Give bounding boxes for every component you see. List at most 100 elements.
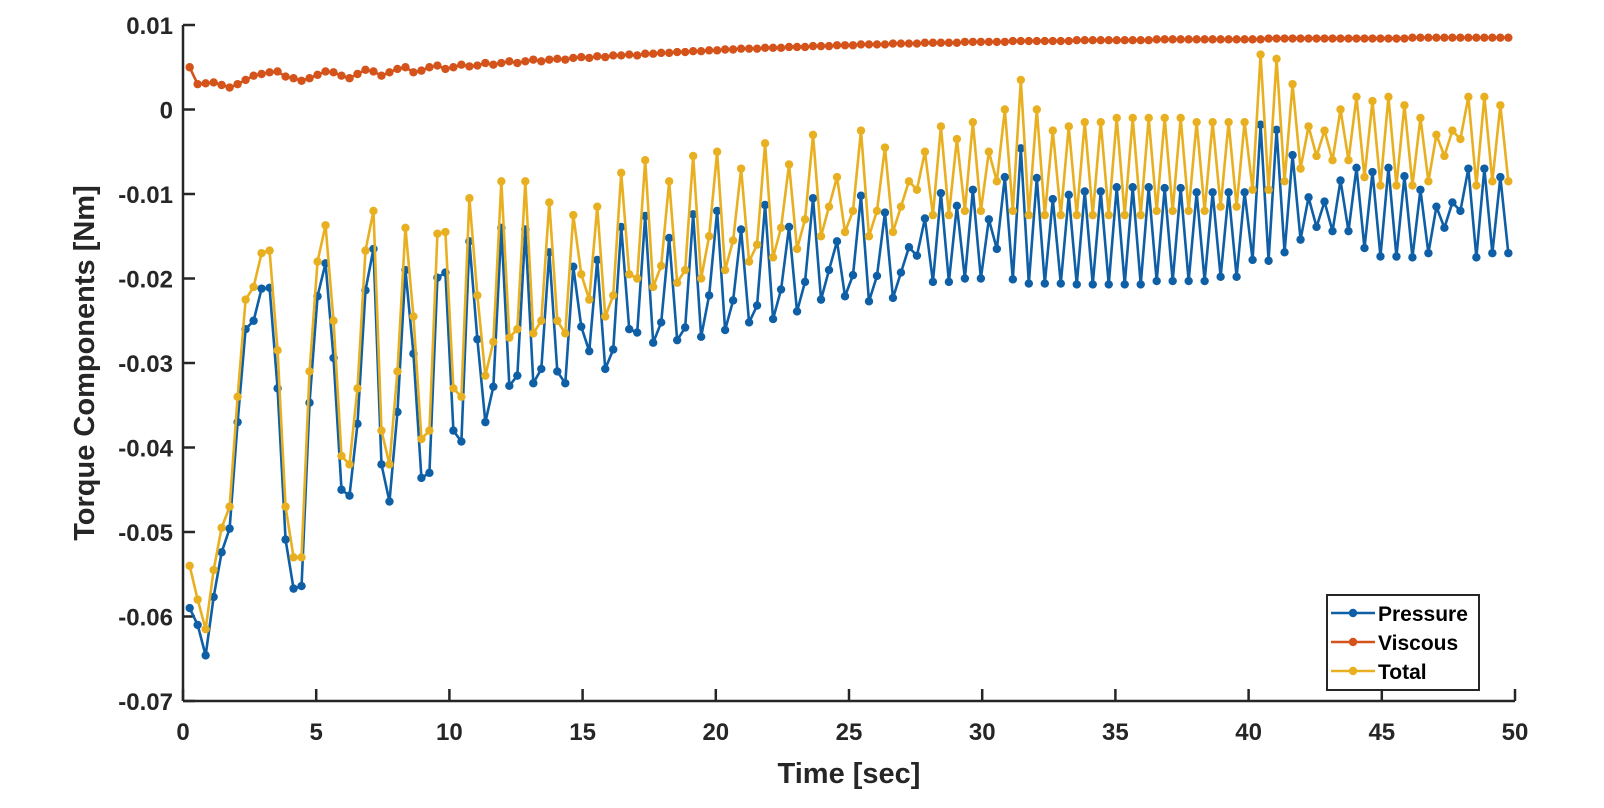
data-point — [505, 57, 514, 66]
data-point — [497, 177, 506, 186]
data-point — [1176, 35, 1185, 44]
data-point — [800, 277, 810, 287]
data-point — [1024, 210, 1034, 220]
data-point — [808, 41, 818, 51]
data-point — [664, 48, 674, 58]
data-point — [577, 270, 586, 279]
data-point — [1304, 122, 1313, 131]
data-point — [1368, 167, 1377, 177]
data-point — [752, 301, 762, 310]
data-point — [281, 72, 290, 81]
data-point — [1144, 113, 1153, 123]
data-point — [736, 164, 746, 173]
data-point — [1224, 35, 1233, 44]
data-point — [193, 620, 202, 630]
data-point — [585, 53, 594, 63]
data-point — [880, 208, 890, 217]
data-point — [1328, 156, 1337, 165]
data-point — [1192, 35, 1201, 44]
data-point — [688, 151, 698, 161]
data-point — [920, 38, 930, 47]
data-point — [824, 265, 834, 275]
data-point — [792, 42, 802, 52]
data-point — [497, 58, 506, 68]
data-point — [1104, 36, 1113, 45]
data-point — [1208, 117, 1217, 127]
data-point — [824, 41, 834, 51]
data-point — [960, 274, 970, 283]
data-point — [465, 62, 474, 71]
data-point — [473, 291, 482, 300]
data-point — [297, 76, 306, 85]
data-point — [1064, 122, 1073, 131]
data-point — [1240, 188, 1249, 197]
data-point — [1016, 75, 1026, 85]
data-point — [856, 40, 866, 49]
data-point — [1320, 126, 1329, 135]
x-axis-label: Time [sec] — [778, 758, 921, 790]
data-point — [537, 364, 546, 374]
data-point — [768, 253, 778, 262]
data-point — [1496, 33, 1505, 42]
data-point — [1064, 36, 1073, 46]
data-point — [968, 185, 978, 194]
data-point — [1448, 33, 1457, 42]
data-point — [1392, 181, 1401, 190]
data-point — [1032, 105, 1042, 114]
data-point — [1504, 248, 1513, 258]
data-point — [457, 392, 466, 401]
y-axis-label: Torque Components [Nm] — [69, 185, 101, 541]
data-point — [928, 210, 938, 220]
data-point — [537, 316, 546, 325]
data-point — [976, 206, 986, 216]
data-point — [1080, 36, 1089, 45]
data-point — [1160, 35, 1169, 44]
data-point — [1096, 187, 1105, 196]
data-point — [1208, 188, 1217, 197]
data-point — [1104, 210, 1113, 220]
data-point — [625, 270, 634, 279]
data-point — [1104, 280, 1113, 289]
data-point — [1504, 177, 1513, 186]
y-tick-label: -0.07 — [118, 689, 173, 716]
data-point — [313, 257, 322, 266]
data-point — [305, 74, 314, 83]
legend-marker — [1348, 637, 1358, 647]
data-point — [952, 201, 962, 211]
data-point — [1376, 181, 1385, 190]
data-point — [393, 64, 402, 74]
data-point — [688, 210, 698, 219]
data-point — [936, 38, 946, 47]
data-point — [768, 314, 778, 324]
data-point — [417, 473, 426, 483]
data-point — [1392, 34, 1401, 43]
series-line — [188, 123, 1510, 657]
data-point — [1480, 92, 1489, 102]
data-point — [792, 244, 802, 254]
data-point — [1464, 164, 1473, 173]
x-tick-label: 0 — [176, 719, 189, 746]
data-point — [1048, 126, 1057, 135]
data-point — [345, 491, 354, 500]
data-point — [680, 265, 690, 275]
data-point — [1256, 50, 1265, 59]
data-point — [513, 371, 522, 380]
legend-label: Viscous — [1378, 632, 1458, 655]
data-point — [944, 277, 954, 287]
data-point — [449, 384, 458, 393]
data-point — [505, 381, 514, 391]
data-point — [1248, 35, 1257, 44]
data-point — [1288, 79, 1297, 89]
data-point — [185, 603, 194, 613]
data-point — [193, 595, 202, 604]
data-point — [313, 70, 322, 80]
data-point — [1424, 33, 1433, 42]
data-point — [1024, 36, 1034, 46]
data-point — [249, 71, 258, 80]
data-point — [896, 268, 906, 277]
data-point — [337, 71, 346, 80]
data-point — [968, 37, 978, 47]
data-point — [233, 392, 242, 401]
data-point — [1400, 101, 1409, 110]
data-point — [465, 194, 474, 203]
